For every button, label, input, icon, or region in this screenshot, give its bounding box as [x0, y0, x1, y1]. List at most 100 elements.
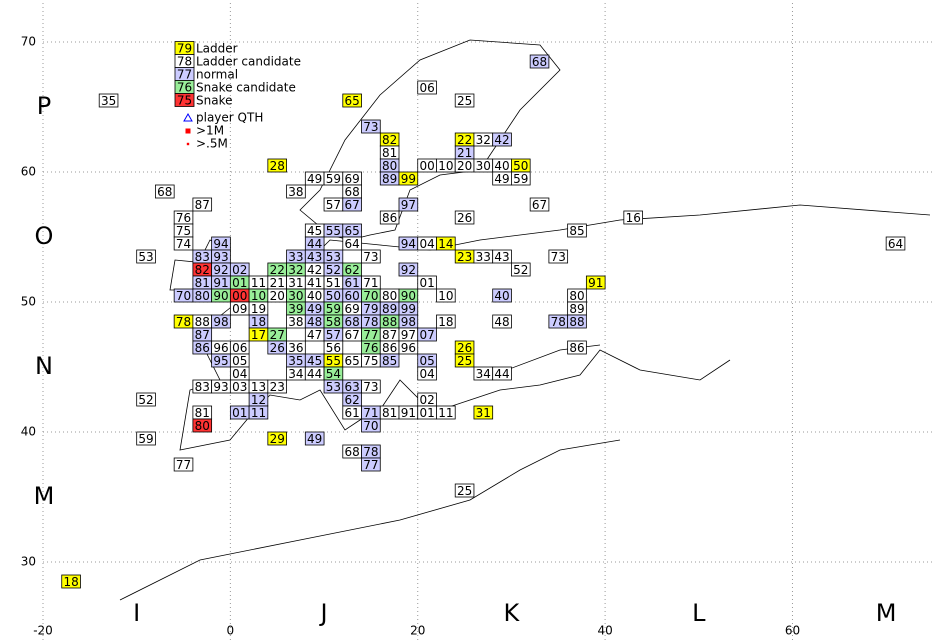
square: 48 [304, 314, 325, 329]
square-label: 27 [270, 328, 285, 342]
square: 32 [286, 262, 306, 277]
square: 65 [342, 93, 362, 108]
square-label: 86 [382, 341, 397, 355]
square: 22 [267, 262, 287, 277]
square-label: 61 [345, 276, 360, 290]
square-box [361, 418, 381, 433]
square: 86 [379, 210, 400, 225]
square: 99 [398, 171, 419, 186]
square-label: 67 [532, 198, 547, 212]
square: 88 [567, 314, 587, 329]
square-label: 91 [401, 406, 416, 420]
square: 67 [342, 197, 362, 212]
square-label: 00 [232, 289, 247, 303]
square-label: 33 [288, 250, 303, 264]
square: 27 [267, 327, 287, 342]
square: 50 [511, 158, 531, 173]
square: 28 [267, 158, 287, 173]
square-box [136, 431, 156, 446]
square-box [492, 288, 512, 303]
square-label: 17 [251, 328, 266, 342]
square: 45 [304, 223, 325, 238]
square-label: 73 [363, 380, 378, 394]
square-label: 22 [457, 133, 472, 147]
square: 23 [267, 379, 287, 394]
square-label: 63 [345, 380, 360, 394]
square: 80 [379, 288, 400, 303]
square-label: 69 [345, 172, 360, 186]
square: 70 [173, 288, 194, 303]
square: 63 [342, 379, 362, 394]
square: 68 [155, 184, 175, 199]
square: 65 [342, 353, 362, 368]
square-box [492, 249, 512, 264]
square: 69 [342, 171, 362, 186]
square-label: 20 [457, 159, 472, 173]
square: 98 [398, 314, 419, 329]
square-label: 48 [307, 315, 322, 329]
square-label: 78 [363, 445, 378, 459]
square: 31 [286, 275, 306, 290]
legend-sample: 75 [177, 94, 192, 108]
square-label: 25 [457, 484, 472, 498]
square: 06 [229, 340, 250, 355]
square: 10 [248, 288, 269, 303]
square-label: 81 [195, 276, 210, 290]
square-label: 59 [138, 432, 153, 446]
square: 88 [192, 314, 213, 329]
square-box [136, 392, 156, 407]
square: 70 [361, 418, 381, 433]
field-letter: L [692, 599, 706, 627]
square: 80 [567, 288, 587, 303]
square-label: 80 [195, 419, 210, 433]
square-label: 43 [307, 250, 322, 264]
square: 04 [417, 236, 437, 251]
square: 11 [436, 405, 456, 420]
square: 42 [492, 132, 512, 147]
square-label: 95 [213, 354, 228, 368]
square-label: 62 [345, 393, 360, 407]
legend-sample: 78 [177, 55, 192, 69]
square-box [567, 314, 587, 329]
square: 82 [379, 132, 400, 147]
square-label: 96 [213, 341, 228, 355]
field-letter: M [34, 482, 55, 510]
square-label: 35 [101, 94, 116, 108]
square: 68 [342, 184, 362, 199]
square-label: 99 [401, 172, 416, 186]
square-label: 25 [457, 354, 472, 368]
square: 49 [492, 171, 512, 186]
square-label: 81 [382, 406, 397, 420]
square-label: 65 [345, 94, 360, 108]
square-label: 68 [345, 185, 360, 199]
square: 62 [342, 392, 362, 407]
square-label: 65 [345, 354, 360, 368]
square-label: 85 [569, 224, 584, 238]
square-label: 34 [288, 367, 303, 381]
square-box [136, 249, 156, 264]
field-letter: J [319, 599, 328, 627]
square-label: 76 [176, 211, 191, 225]
square-label: 78 [363, 315, 378, 329]
square-label: 01 [419, 406, 434, 420]
square: 03 [229, 379, 250, 394]
square: 44 [492, 366, 512, 381]
square-label: 82 [382, 133, 397, 147]
square-label: 94 [213, 237, 228, 251]
square: 29 [267, 431, 287, 446]
legend-swatch [174, 93, 195, 107]
square: 01 [417, 275, 437, 290]
square-label: 80 [382, 159, 397, 173]
square: 97 [398, 197, 419, 212]
square-label: 89 [382, 172, 397, 186]
legend-label: player QTH [196, 111, 263, 125]
square-label: 58 [326, 315, 341, 329]
square-box [398, 197, 419, 212]
square-label: 68 [157, 185, 172, 199]
square: 58 [323, 314, 344, 329]
square-label: 78 [176, 315, 191, 329]
square-box [417, 366, 437, 381]
square-label: 89 [569, 302, 584, 316]
square-label: 92 [401, 263, 416, 277]
square-label: 01 [232, 406, 247, 420]
